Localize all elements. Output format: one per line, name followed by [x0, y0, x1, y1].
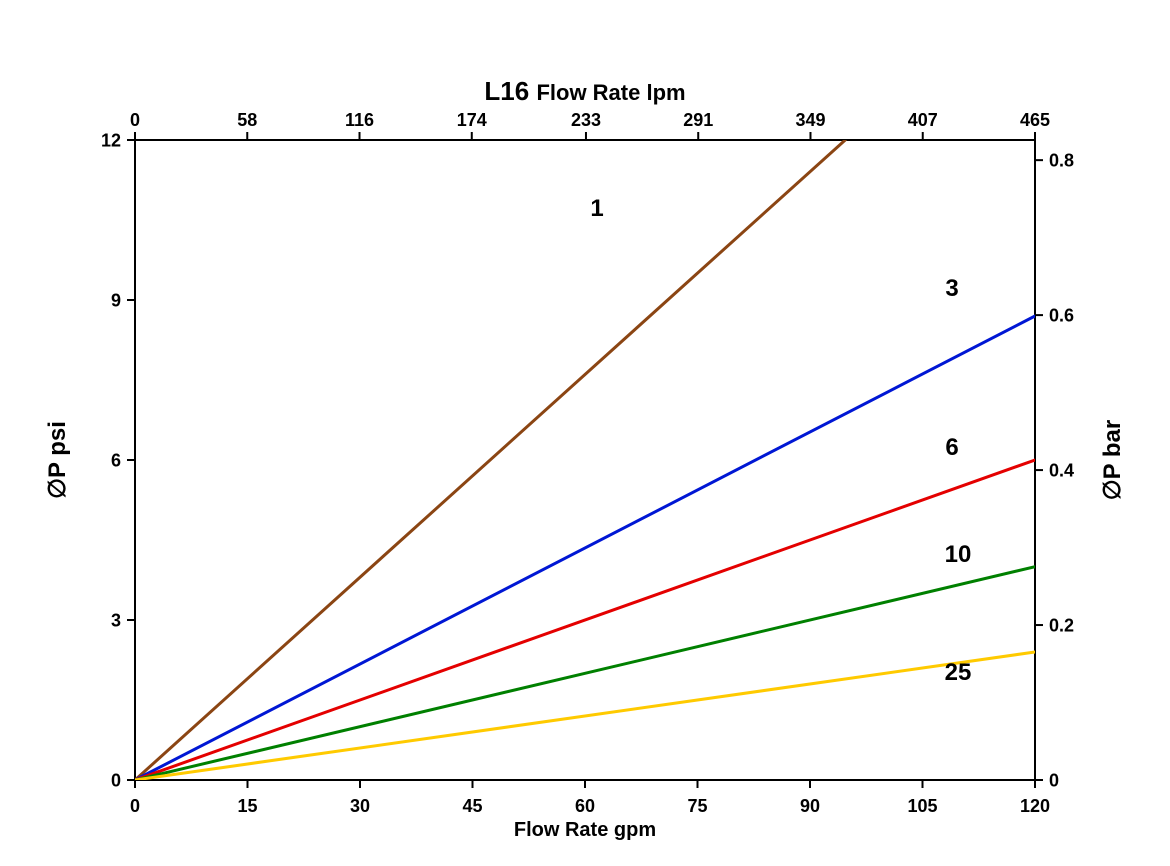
- series-label-3: 3: [945, 275, 958, 302]
- series-label-1: 1: [590, 195, 603, 222]
- y-right-tick-label: 0: [1049, 770, 1059, 790]
- x-bottom-tick-label: 120: [1020, 796, 1050, 816]
- x-bottom-tick-label: 60: [575, 796, 595, 816]
- x-top-tick-label: 0: [130, 110, 140, 130]
- x-top-tick-label: 233: [571, 110, 601, 130]
- y-right-tick-label: 0.6: [1049, 305, 1074, 325]
- x-bottom-tick-label: 15: [237, 796, 257, 816]
- series-label-6: 6: [945, 434, 958, 461]
- y-left-tick-label: 12: [101, 130, 121, 150]
- series-label-25: 25: [945, 659, 972, 686]
- x-top-tick-label: 465: [1020, 110, 1050, 130]
- y-left-tick-label: 6: [111, 450, 121, 470]
- y-right-tick-label: 0.8: [1049, 150, 1074, 170]
- y-right-axis-label: ∅P bar: [1099, 420, 1126, 501]
- chart-title: L16 Flow Rate lpm: [484, 76, 685, 106]
- x-top-tick-label: 407: [908, 110, 938, 130]
- x-bottom-tick-label: 30: [350, 796, 370, 816]
- x-bottom-tick-label: 0: [130, 796, 140, 816]
- x-bottom-tick-label: 90: [800, 796, 820, 816]
- y-left-axis-label: ∅P psi: [44, 421, 71, 499]
- x-top-tick-label: 291: [683, 110, 713, 130]
- y-left-tick-label: 0: [111, 770, 121, 790]
- x-top-tick-label: 116: [345, 110, 374, 130]
- x-top-tick-label: 349: [795, 110, 825, 130]
- y-right-tick-label: 0.4: [1049, 460, 1074, 480]
- x-top-tick-label: 58: [237, 110, 257, 130]
- y-right-tick-label: 0.2: [1049, 615, 1074, 635]
- x-bottom-tick-label: 45: [462, 796, 482, 816]
- x-bottom-tick-label: 105: [907, 796, 937, 816]
- pressure-flow-chart: 0153045607590105120058116174233291349407…: [0, 0, 1170, 866]
- x-bottom-axis-label: Flow Rate gpm: [514, 819, 656, 841]
- x-top-tick-label: 174: [457, 110, 487, 130]
- x-bottom-tick-label: 75: [687, 796, 707, 816]
- y-left-tick-label: 3: [111, 610, 121, 630]
- series-label-10: 10: [945, 541, 972, 568]
- chart-svg: 0153045607590105120058116174233291349407…: [0, 0, 1170, 866]
- y-left-tick-label: 9: [111, 290, 121, 310]
